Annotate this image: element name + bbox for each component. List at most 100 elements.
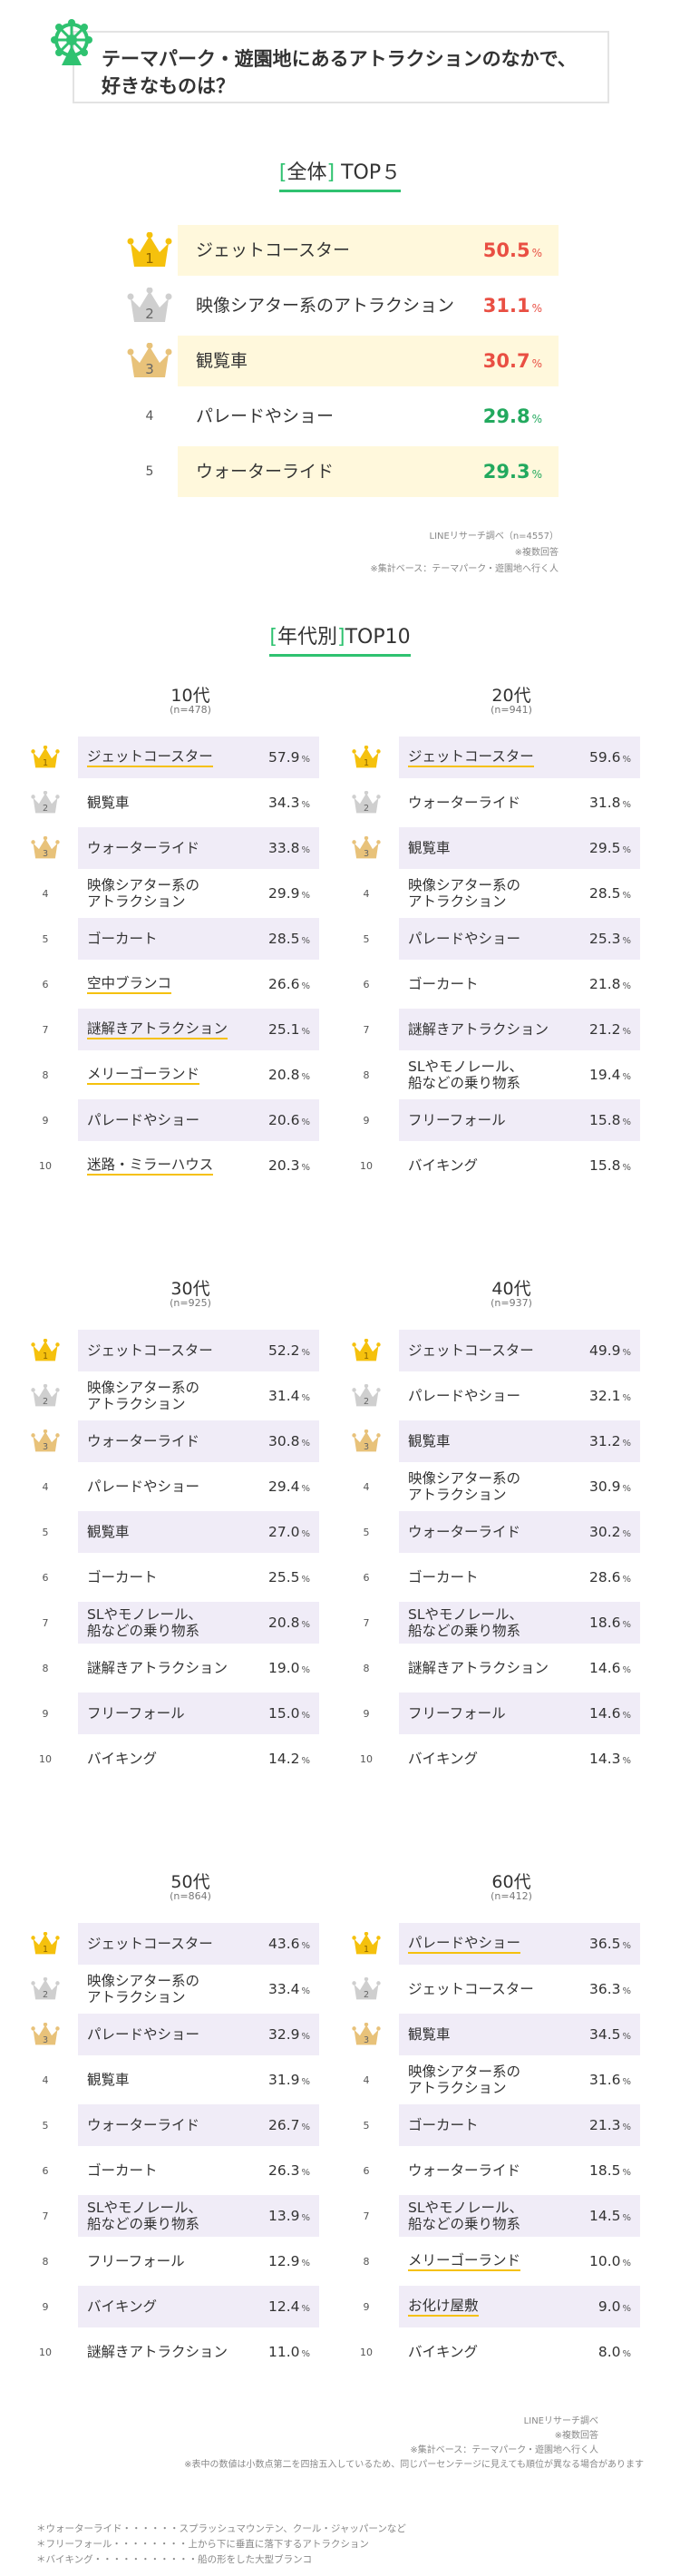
row-value: 14.6% xyxy=(588,1660,631,1676)
rank-marker: 8 xyxy=(27,1647,63,1689)
rank-marker: 7 xyxy=(27,2195,63,2237)
footnote-2: ＊フリーフォール・・・・・・・・上から下に垂直に落下するアトラクション xyxy=(36,2539,369,2550)
crown-rank-number: 2 xyxy=(43,1990,48,2000)
row-value: 20.8% xyxy=(267,1615,310,1631)
age-table-row: 謎解きアトラクション 21.2% xyxy=(399,1009,640,1050)
row-label-text: パレードやショー xyxy=(408,1388,521,1404)
rank-marker: 1 xyxy=(348,737,384,778)
rank-marker: 10 xyxy=(27,1145,63,1186)
crown-rank-number: 1 xyxy=(364,1945,369,1955)
age-table-row: メリーゴーランド 20.8% xyxy=(78,1054,319,1096)
row-value: 32.9% xyxy=(267,2026,310,2043)
row-label: ジェットコースター xyxy=(87,737,213,778)
row-label: ジェットコースター xyxy=(87,1330,213,1371)
row-value: 32.1% xyxy=(588,1388,631,1404)
age-table-row: ウォーターライド 33.8% xyxy=(78,827,319,869)
rank-marker: 5 xyxy=(348,2104,384,2146)
row-value: 33.4% xyxy=(267,1981,310,1997)
overall-heading-text: [全体] TOP５ xyxy=(278,156,402,192)
rank-number: 6 xyxy=(363,1571,370,1584)
row-label-text: ウォーターライド xyxy=(408,2162,521,2179)
heading-word: 全体 xyxy=(287,161,327,184)
rank-number: 10 xyxy=(360,2346,373,2358)
age-table-row: 観覧車 34.5% xyxy=(399,2014,640,2055)
title-box xyxy=(73,31,609,103)
bracket-close: ] xyxy=(337,626,345,649)
row-label: ウォーターライド xyxy=(408,2150,520,2191)
age-table-row: 観覧車 27.0% xyxy=(78,1511,319,1553)
bracket-open: [ xyxy=(278,161,287,184)
row-label: 映像シアター系の アトラクション xyxy=(87,1375,199,1417)
row-label: ゴーカート xyxy=(408,963,479,1005)
rank-marker: 6 xyxy=(348,963,384,1005)
row-value: 25.5% xyxy=(267,1569,310,1586)
row-value: 59.6% xyxy=(588,749,631,766)
row-label-text: メリーゴーランド xyxy=(408,2252,521,2271)
age-table: 50代 (n=864) 1 ジェットコースター 43.6% 2 映像シアター系の アトラクショ… xyxy=(27,1869,332,2376)
row-value: 28.6% xyxy=(588,1569,631,1586)
row-value: 31.9% xyxy=(267,2072,310,2088)
title-line-2: 好きなものは？ xyxy=(102,75,235,97)
row-label-text: 観覧車 xyxy=(408,1433,451,1449)
rank-number: 4 xyxy=(42,2073,49,2086)
row-label-text: ジェットコースター xyxy=(408,748,534,767)
row-label: 謎解きアトラクション xyxy=(87,1009,228,1050)
age-table-row: パレードやショー 32.9% xyxy=(78,2014,319,2055)
row-value: 30.8% xyxy=(267,1433,310,1449)
row-label-text: バイキング xyxy=(408,1751,479,1767)
rank-number: 8 xyxy=(42,2255,49,2268)
top5-label: 観覧車 xyxy=(196,351,248,371)
row-label-text: パレードやショー xyxy=(408,1935,521,1954)
age-table: 10代 (n=478) 1 ジェットコースター 57.9% 2 観覧車 34.3% 3 ウォーター… xyxy=(27,682,332,1190)
age-table: 40代 (n=937) 1 ジェットコースター 49.9% 2 パレードやショー 32.1% 3… xyxy=(348,1275,653,1783)
row-label: ゴーカート xyxy=(408,2104,479,2146)
age-table-row: ウォーターライド 31.8% xyxy=(399,782,640,824)
row-label-text: ゴーカート xyxy=(408,976,479,992)
row-label-text: SLやモノレール、 船などの乗り物系 xyxy=(87,2200,202,2232)
row-value: 13.9% xyxy=(267,2208,310,2224)
crown-icon: 1 xyxy=(352,745,381,768)
row-label-text: ゴーカート xyxy=(87,931,158,947)
heading-word: 年代別 xyxy=(277,626,337,649)
crown-rank-number: 3 xyxy=(43,849,48,859)
row-label-text: 謎解きアトラクション xyxy=(87,2344,228,2360)
row-label-text: バイキング xyxy=(408,2344,479,2360)
row-label-text: 迷路・ミラーハウス xyxy=(87,1156,214,1176)
rank-marker: 7 xyxy=(348,2195,384,2237)
rank-marker: 2 xyxy=(348,782,384,824)
row-value: 31.4% xyxy=(267,1388,310,1404)
bottom-note-1: ※複数回答 xyxy=(554,2431,598,2441)
rank-number: 9 xyxy=(42,1707,49,1720)
row-value: 14.6% xyxy=(588,1705,631,1722)
rank-marker: 7 xyxy=(348,1602,384,1644)
row-label-text: ゴーカート xyxy=(408,1569,479,1586)
row-label-text: ウォーターライド xyxy=(408,1524,521,1540)
age-table-row: SLやモノレール、 船などの乗り物系 19.4% xyxy=(399,1054,640,1096)
crown-icon: 3 xyxy=(352,835,381,859)
row-value: 14.2% xyxy=(267,1751,310,1767)
crown-rank-number: 1 xyxy=(43,1945,48,1955)
row-label-text: 観覧車 xyxy=(87,795,130,811)
row-label-text: 謎解きアトラクション xyxy=(87,1020,228,1039)
age-table-row: ウォーターライド 30.2% xyxy=(399,1511,640,1553)
age-table-row: SLやモノレール、 船などの乗り物系 18.6% xyxy=(399,1602,640,1644)
row-label-text: パレードやショー xyxy=(87,2026,200,2043)
crown-icon: 3 xyxy=(352,1429,381,1452)
row-label-text: SLやモノレール、 船などの乗り物系 xyxy=(408,2200,523,2232)
rank-marker: 7 xyxy=(348,1009,384,1050)
rank-number: 4 xyxy=(145,409,154,424)
row-label: ウォーターライド xyxy=(87,2104,199,2146)
row-value: 29.5% xyxy=(588,840,631,856)
row-label-text: バイキング xyxy=(408,1157,479,1174)
row-label-text: 観覧車 xyxy=(87,1524,130,1540)
row-label-text: 映像シアター系の アトラクション xyxy=(408,2064,521,2096)
row-label: パレードやショー xyxy=(408,1375,520,1417)
row-value: 34.5% xyxy=(588,2026,631,2043)
rank-marker: 10 xyxy=(348,1145,384,1186)
rank-number: 7 xyxy=(363,1616,370,1629)
age-table-row: パレードやショー 32.1% xyxy=(399,1375,640,1417)
age-table-row: フリーフォール 15.8% xyxy=(399,1099,640,1141)
row-value: 57.9% xyxy=(267,749,310,766)
age-table-n: (n=478) xyxy=(170,704,211,716)
row-value: 31.8% xyxy=(588,795,631,811)
